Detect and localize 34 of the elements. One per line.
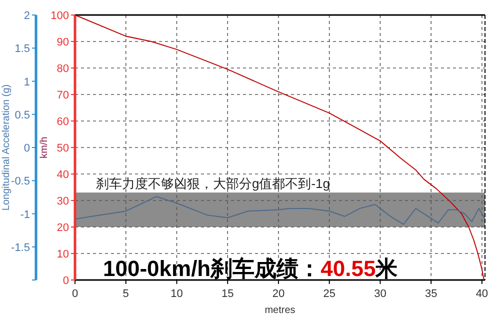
x-tick-label: 25 (323, 288, 336, 300)
x-tick-label: 10 (170, 288, 183, 300)
y-tick-label: 50 (56, 142, 69, 154)
y2-tick-label: -1 (20, 208, 30, 221)
x-tick-label: 0 (72, 288, 78, 300)
y2-tick-label: 0.5 (14, 109, 30, 122)
x-tick-label: 30 (374, 288, 386, 300)
y-tick-label: 80 (56, 63, 69, 75)
line-series (74, 14, 484, 280)
y-tick-label: 10 (56, 248, 69, 260)
x-tick-label: 35 (424, 288, 438, 300)
x-tick-label: 40 (476, 288, 488, 300)
y-tick-label: 100 (50, 10, 69, 22)
y2-axis-title: Longitudinal Acceleration (g) (1, 84, 12, 211)
y-tick-label: 20 (56, 222, 69, 234)
y2-tick-label: 1.5 (14, 43, 30, 56)
annotation: 100-0km/h刹车成绩：40.55米 (103, 256, 399, 281)
y2-tick-label: -0.5 (11, 176, 30, 188)
y2-tick-label: 2 (24, 10, 30, 22)
y-tick-label: 0 (62, 275, 69, 287)
y-axis-title: km/h (39, 136, 50, 158)
y-tick-label: 40 (56, 169, 69, 181)
y-tick-label: 30 (56, 196, 69, 208)
x-tick-label: 15 (221, 288, 234, 300)
y-tick-label: 70 (56, 90, 69, 102)
x-tick-label: 5 (122, 288, 129, 300)
y2-tick-label: 1 (24, 76, 30, 88)
x-tick-label: 20 (272, 288, 285, 300)
annotation: 刹车力度不够凶狠，大部分g值都不到-1g (96, 176, 330, 191)
x-axis-title: metres (264, 305, 296, 316)
y-tick-label: 60 (56, 116, 69, 128)
y-tick-label: 90 (56, 36, 69, 48)
y2-tick-label: -1.5 (11, 242, 30, 254)
y2-tick-label: 0 (24, 142, 30, 154)
